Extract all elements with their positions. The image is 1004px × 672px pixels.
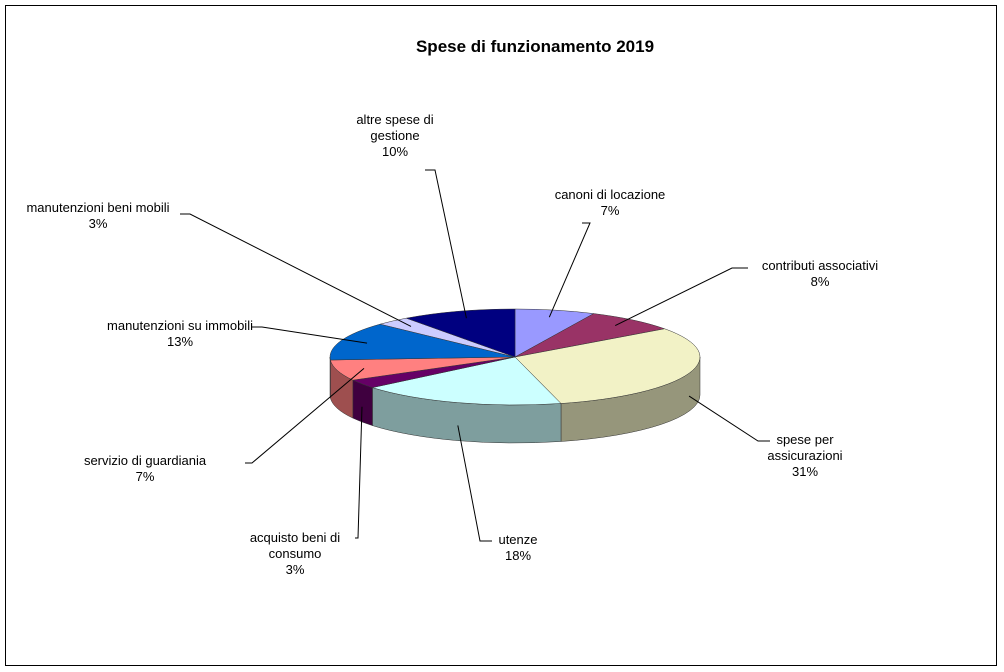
value-label: 13%: [166, 334, 194, 349]
data-label: utenze 18%: [478, 532, 558, 564]
category-label: contributi associativi: [761, 258, 879, 273]
value-label: 18%: [504, 548, 532, 563]
side-walls: [329, 356, 701, 444]
data-label: manutenzioni su immobili 13%: [105, 318, 255, 350]
leader-line: [180, 213, 412, 327]
data-label: canoni di locazione 7%: [525, 187, 695, 219]
data-label: altre spese di gestione 10%: [340, 112, 450, 160]
leader-line: [252, 326, 368, 344]
data-label: acquisto beni di consumo 3%: [225, 530, 365, 578]
slice-side: [352, 379, 373, 426]
data-label: contributi associativi 8%: [740, 258, 900, 290]
leader-line: [425, 169, 467, 319]
category-label: canoni di locazione: [554, 187, 666, 202]
slice: [514, 328, 701, 404]
category-label: manutenzioni beni mobili: [26, 200, 170, 215]
slice: [371, 356, 562, 406]
value-label: 10%: [381, 144, 409, 159]
leader-line: [355, 406, 363, 539]
category-label: spese per assicurazioni: [767, 432, 843, 463]
leader-line: [457, 425, 492, 542]
leader-line: [245, 368, 365, 464]
slice: [514, 313, 666, 358]
top-faces: [329, 308, 701, 406]
data-label: spese per assicurazioni 31%: [745, 432, 865, 480]
value-label: 31%: [791, 464, 819, 479]
category-label: utenze: [498, 532, 538, 547]
chart-frame: [5, 5, 997, 666]
leader-line: [688, 395, 770, 442]
chart-title: Spese di funzionamento 2019: [415, 37, 655, 56]
value-label: 3%: [285, 562, 305, 577]
value-label: 3%: [88, 216, 108, 231]
category-label: acquisto beni di consumo: [249, 530, 341, 561]
leader-line: [548, 222, 591, 318]
data-label: manutenzioni beni mobili 3%: [18, 200, 178, 232]
data-label: servizio di guardiania 7%: [50, 453, 240, 485]
leader-line: [615, 267, 748, 327]
value-label: 7%: [135, 469, 155, 484]
slice: [405, 308, 516, 358]
category-label: altre spese di gestione: [356, 112, 434, 143]
slice: [329, 323, 516, 361]
leader-lines: [180, 169, 770, 542]
category-label: manutenzioni su immobili: [107, 318, 253, 333]
value-label: 8%: [810, 274, 830, 289]
value-label: 7%: [600, 203, 620, 218]
category-label: servizio di guardiania: [83, 453, 207, 468]
